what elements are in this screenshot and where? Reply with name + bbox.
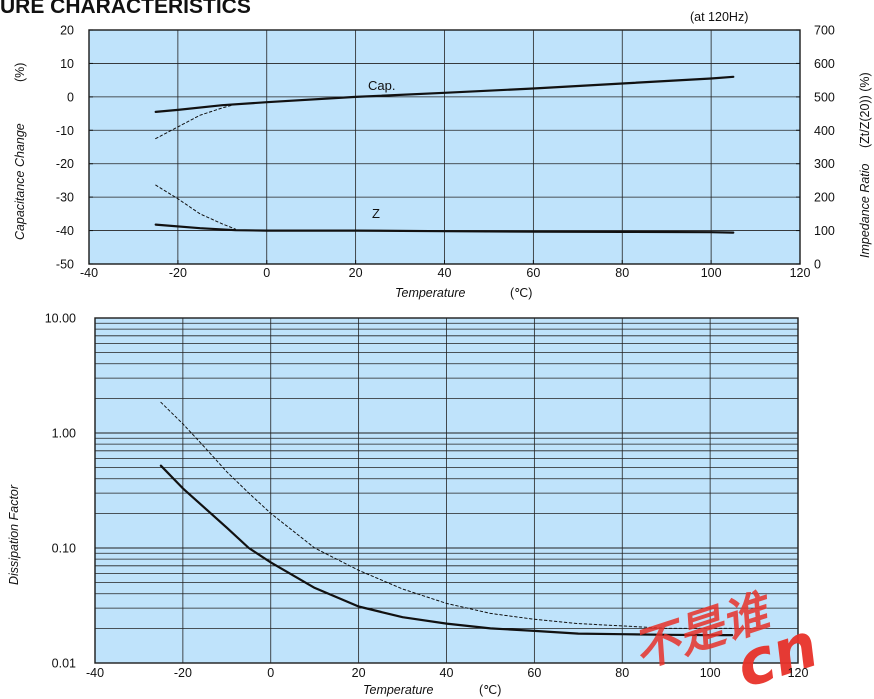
x-tick-label: -20: [169, 266, 187, 280]
y-tick-label-left: -40: [56, 224, 74, 238]
x-tick-label: 40: [438, 266, 452, 280]
x-axis-unit-bottom: (℃): [479, 683, 501, 697]
chart-dissipation-factor: 不是谁 cn -40 -20 0 20 40 60 80 100 12010.001.000.1…: [7, 312, 827, 699]
series-line-dashed-1: [155, 103, 237, 140]
y-tick-label-right: 700: [814, 24, 835, 38]
y-tick-label-right: 500: [814, 90, 835, 104]
x-axis-label-top: Temperature: [395, 286, 465, 300]
y-tick-label-right: 400: [814, 124, 835, 138]
y-tick-label-left: -50: [56, 258, 74, 272]
frequency-note: (at 120Hz): [690, 10, 748, 24]
ticks-top: -40 -20 0 20 40 60 80 100 12020100-10-20-30-40-5…: [56, 24, 835, 281]
chart-capacitance-impedance: -40 -20 0 20 40 60 80 100 12020100-10-20-30-40-5…: [13, 10, 872, 300]
y-tick-label-right: 0: [814, 258, 821, 272]
y-tick-label-right: 300: [814, 157, 835, 171]
x-tick-label: 60: [526, 266, 540, 280]
x-tick-label: -40: [80, 266, 98, 280]
series-line-df-dashed: [160, 401, 733, 629]
x-tick-label: 0: [267, 666, 274, 680]
y-tick-label-left: -30: [56, 191, 74, 205]
grid-top: [88, 29, 801, 265]
y-tick-label-right: 600: [814, 57, 835, 71]
x-axis-unit-top: (℃): [510, 286, 532, 300]
series-line-dashed-3: [155, 184, 237, 230]
y-tick-label-left: 20: [60, 24, 74, 38]
x-tick-label: -40: [86, 666, 104, 680]
y-tick-label-left: -20: [56, 157, 74, 171]
series-label-z: Z: [372, 206, 380, 221]
page-title: URE CHARACTERISTICS: [0, 0, 251, 18]
y-tick-label: 10.00: [45, 312, 76, 326]
series-label-cap: Cap.: [368, 78, 395, 93]
x-tick-label: 120: [790, 266, 811, 280]
x-tick-label: 100: [701, 266, 722, 280]
series-top: [154, 75, 735, 234]
y-axis-label-right: Impedance Ratio: [858, 163, 872, 258]
x-axis-label-bottom: Temperature: [363, 683, 433, 697]
y-axis-label-bottom: Dissipation Factor: [7, 484, 21, 585]
y-axis-label-left: Capacitance Change: [13, 123, 27, 240]
y-tick-label: 1.00: [52, 427, 76, 441]
series-line-cap: [154, 75, 735, 114]
y-tick-label-left: -10: [56, 124, 74, 138]
y-axis-unit-left: (%): [13, 63, 27, 82]
x-tick-label: 120: [788, 666, 809, 680]
grid-bottom: [94, 317, 799, 664]
x-tick-label: 0: [263, 266, 270, 280]
y-axis-unit-right: (Zt/Z(20)) (%): [858, 72, 872, 148]
y-tick-label: 0.10: [52, 542, 76, 556]
series-line-z: [154, 223, 735, 234]
y-tick-label: 0.01: [52, 657, 76, 671]
series-line-df: [159, 464, 734, 637]
ticks-bottom: -40 -20 0 20 40 60 80 100 120 10.00 1.00 0.10 0.01: [45, 312, 809, 681]
x-tick-label: 20: [349, 266, 363, 280]
y-tick-label-right: 100: [814, 224, 835, 238]
x-tick-label: 60: [527, 666, 541, 680]
x-tick-label: 20: [352, 666, 366, 680]
x-tick-label: 80: [615, 266, 629, 280]
series-bottom: [159, 401, 734, 637]
y-tick-label-left: 0: [67, 90, 74, 104]
x-tick-label: -20: [174, 666, 192, 680]
x-tick-label: 80: [615, 666, 629, 680]
y-tick-label-right: 200: [814, 191, 835, 205]
y-tick-label-left: 10: [60, 57, 74, 71]
x-tick-label: 40: [440, 666, 454, 680]
x-tick-label: 100: [700, 666, 721, 680]
